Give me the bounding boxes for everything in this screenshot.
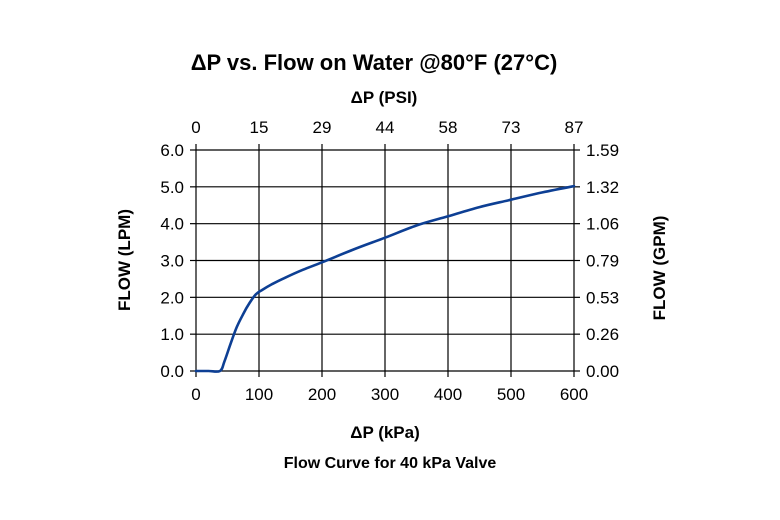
- y2-tick-label: 1.06: [586, 215, 619, 234]
- chart-caption: Flow Curve for 40 kPa Valve: [284, 455, 497, 472]
- tick-layer: 0 0 100 15 200 29 300 44 400 58 500 73 600 87 0.0 0.00 1…: [160, 118, 619, 404]
- chart-title: ΔP vs. Flow on Water @80°F (27°C): [191, 50, 558, 75]
- grid-layer: [190, 144, 580, 377]
- x-tick-label: 300: [371, 385, 399, 404]
- flow-curve-line: [194, 184, 576, 373]
- x-tick-label: 400: [434, 385, 462, 404]
- series-layer: [194, 184, 576, 373]
- bottom-axis-title: ΔP (kPa): [350, 423, 420, 442]
- y-tick-label: 4.0: [160, 215, 184, 234]
- y-tick-label: 1.0: [160, 325, 184, 344]
- x2-tick-label: 73: [502, 118, 521, 137]
- y2-tick-label: 0.53: [586, 288, 619, 307]
- x2-tick-label: 58: [439, 118, 458, 137]
- y2-tick-label: 1.32: [586, 178, 619, 197]
- x2-tick-label: 87: [565, 118, 584, 137]
- y-tick-label: 5.0: [160, 178, 184, 197]
- y-tick-label: 0.0: [160, 362, 184, 381]
- y-tick-label: 2.0: [160, 288, 184, 307]
- y-tick-label: 6.0: [160, 141, 184, 160]
- x-tick-label: 600: [560, 385, 588, 404]
- top-axis-title: ΔP (PSI): [351, 88, 418, 107]
- x2-tick-label: 15: [250, 118, 269, 137]
- x-tick-label: 100: [245, 385, 273, 404]
- x-tick-label: 0: [191, 385, 200, 404]
- y2-tick-label: 0.79: [586, 252, 619, 271]
- x-tick-label: 500: [497, 385, 525, 404]
- y-tick-label: 3.0: [160, 252, 184, 271]
- x2-tick-label: 0: [191, 118, 200, 137]
- x2-tick-label: 29: [313, 118, 332, 137]
- y2-tick-label: 0.26: [586, 325, 619, 344]
- x2-tick-label: 44: [376, 118, 395, 137]
- x-tick-label: 200: [308, 385, 336, 404]
- y2-tick-label: 1.59: [586, 141, 619, 160]
- y2-tick-label: 0.00: [586, 362, 619, 381]
- left-axis-title: FLOW (LPM): [115, 209, 134, 311]
- right-axis-title: FLOW (GPM): [650, 216, 669, 321]
